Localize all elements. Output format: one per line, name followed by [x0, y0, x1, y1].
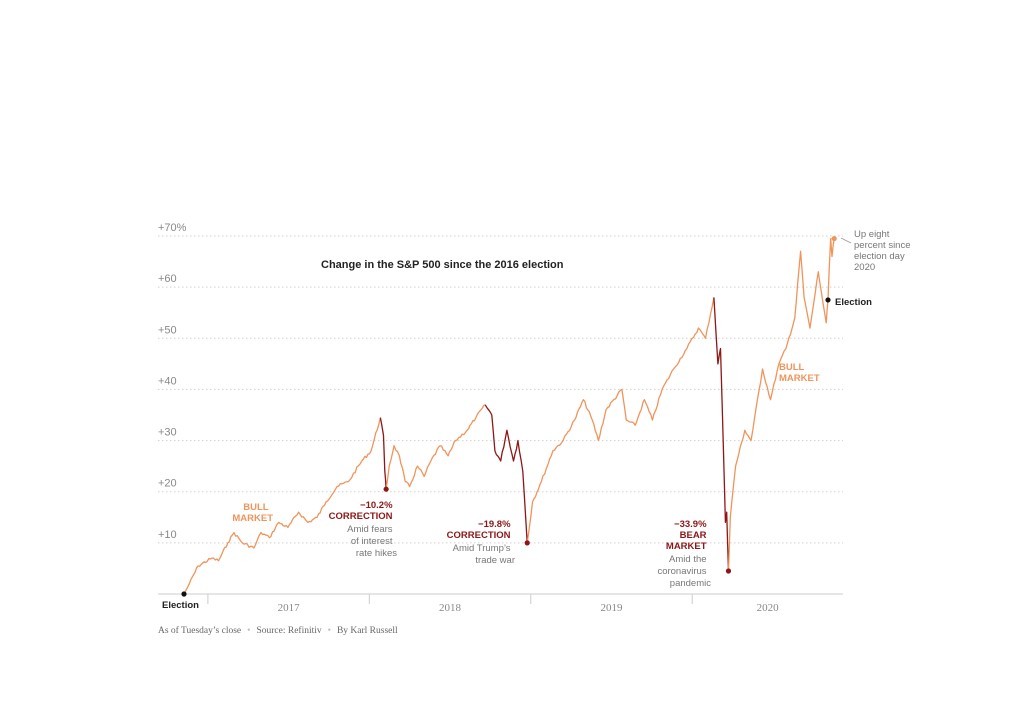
end-note-3: election day	[854, 251, 905, 262]
correction1-annotation: −10.2% CORRECTION Amid fears of interest…	[329, 495, 398, 559]
bull-market-label-1: BULL MARKET	[232, 497, 273, 524]
series-line-correction-5	[713, 297, 730, 572]
chart-title: Change in the S&P 500 since the 2016 ele…	[321, 259, 564, 271]
correction1-note-2: of interest	[351, 536, 393, 547]
correction1-note-1: Amid fears	[347, 524, 393, 535]
end-note: Up eight percent since election day 2020	[854, 224, 915, 273]
footer-byline: By Karl Russell	[336, 626, 398, 636]
bear-market-annotation: −33.9% BEAR MARKET Amid the coronavirus …	[657, 514, 711, 589]
end-note-leader	[840, 237, 852, 244]
election-end-label: Election	[835, 297, 872, 308]
footer-source: Source: Refinitiv	[256, 626, 322, 636]
bull-market-label-2: BULL MARKET	[779, 357, 820, 384]
end-note-1: Up eight	[854, 229, 890, 240]
series-line-bull-6	[727, 237, 835, 572]
x-axis-ticks: 2017 2018 2019 2020	[207, 594, 780, 614]
bear-note-1: Amid the	[669, 554, 707, 565]
end-note-4: 2020	[854, 262, 875, 273]
y-tick-label: +60	[158, 273, 177, 285]
series-line-correction-3	[484, 404, 528, 543]
y-tick-label: +50	[158, 324, 177, 336]
y-tick-label: +30	[158, 427, 177, 439]
correction2-annotation: −19.8% CORRECTION Amid Trump’s trade war	[447, 514, 515, 566]
marker-correction	[383, 486, 389, 492]
x-tick-label: 2018	[439, 602, 462, 614]
y-tick-label: +20	[158, 478, 177, 490]
series-markers	[181, 235, 837, 597]
marker-black	[181, 591, 187, 597]
correction2-pct: −19.8%	[478, 519, 511, 530]
footer-as-of: As of Tuesday’s close	[158, 626, 242, 636]
marker-bull	[831, 235, 837, 242]
election-start-label: Election	[162, 600, 199, 611]
correction1-label: CORRECTION	[329, 511, 393, 522]
bear-label-2: MARKET	[666, 541, 707, 552]
series-lines	[183, 237, 835, 595]
series-line-correction-1	[379, 417, 387, 490]
end-note-2: percent since	[854, 240, 911, 251]
bull2-line2: MARKET	[779, 373, 820, 384]
y-axis-ticks: +10 +20 +30 +40 +50 +60 +70%	[158, 222, 187, 541]
series-line-bull-4	[526, 297, 715, 543]
x-tick-label: 2020	[757, 602, 780, 614]
bull1-line1: BULL	[243, 502, 269, 513]
bull1-line2: MARKET	[232, 513, 273, 524]
correction2-label: CORRECTION	[447, 530, 511, 541]
x-tick-label: 2017	[278, 602, 301, 614]
bear-note-3: pandemic	[670, 578, 711, 589]
marker-correction	[524, 540, 530, 546]
bear-label-1: BEAR	[680, 530, 707, 541]
correction2-note-1: Amid Trump’s	[453, 543, 511, 554]
y-tick-label: +70%	[158, 222, 187, 234]
footer-sep-2: •	[327, 626, 331, 636]
correction2-note-2: trade war	[475, 555, 515, 566]
y-tick-label: +40	[158, 375, 177, 387]
marker-correction	[725, 568, 732, 574]
y-tick-label: +10	[158, 529, 177, 541]
marker-black	[825, 297, 831, 303]
bear-pct: −33.9%	[674, 519, 707, 530]
series-line-bull-2	[385, 404, 486, 490]
correction1-pct: −10.2%	[360, 500, 393, 511]
series-line-bull-0	[183, 417, 382, 595]
gridlines	[158, 235, 843, 544]
bear-note-2: coronavirus	[657, 566, 706, 577]
chart-footer: As of Tuesday’s close • Source: Refinitiv •…	[158, 626, 398, 636]
correction1-note-3: rate hikes	[356, 548, 397, 559]
footer-sep-1: •	[247, 626, 251, 636]
x-tick-label: 2019	[600, 602, 623, 614]
bull2-line1: BULL	[779, 362, 805, 373]
